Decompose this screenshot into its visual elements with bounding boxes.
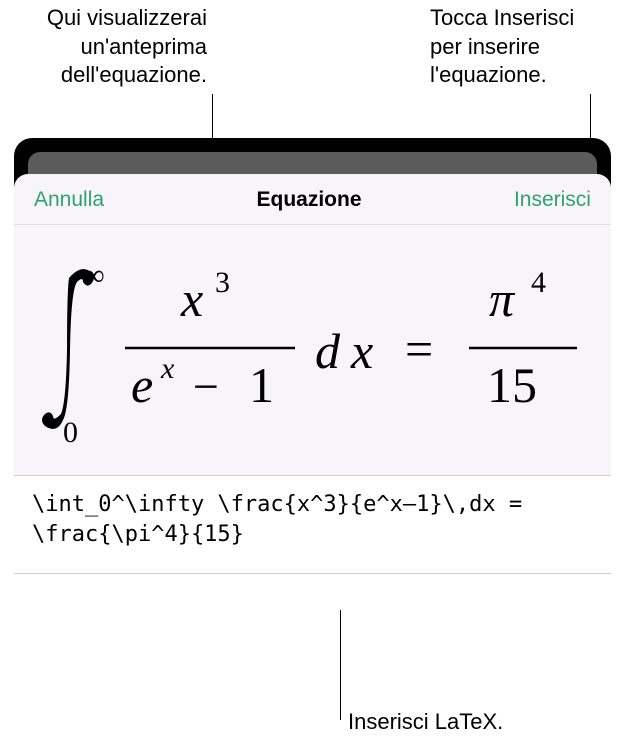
equation-sheet: Annulla Equazione Inserisci ∞ 0 x 3 e x — [14, 174, 611, 574]
svg-text:e: e — [131, 357, 153, 413]
latex-input[interactable]: \int_0^\infty \frac{x^3}{e^x–1}\,dx = \f… — [14, 475, 611, 574]
svg-text:π: π — [489, 271, 516, 327]
svg-text:x: x — [350, 323, 373, 379]
callout-text: un'anteprima — [47, 33, 207, 62]
callout-text: per inserire — [430, 33, 574, 62]
callout-text: Inserisci LaTeX. — [348, 708, 503, 737]
callout-text: l'equazione. — [430, 61, 574, 90]
svg-text:15: 15 — [487, 357, 537, 413]
svg-text:0: 0 — [63, 416, 78, 449]
svg-text:∞: ∞ — [83, 259, 104, 292]
callout-connector — [340, 610, 341, 720]
callout-latex: Inserisci LaTeX. — [348, 708, 503, 737]
callout-insert: Tocca Inserisci per inserire l'equazione… — [430, 4, 574, 90]
svg-text:x: x — [160, 352, 175, 385]
svg-text:d: d — [315, 323, 341, 379]
callout-text: Qui visualizzerai — [47, 4, 207, 33]
callout-text: dell'equazione. — [47, 61, 207, 90]
svg-text:−: − — [193, 361, 219, 412]
cancel-button[interactable]: Annulla — [34, 188, 104, 212]
svg-text:4: 4 — [531, 266, 546, 299]
background-sheet — [28, 152, 597, 174]
svg-text:x: x — [180, 271, 203, 327]
equation-preview: ∞ 0 x 3 e x − 1 d x = π — [14, 225, 611, 475]
phone-frame: Annulla Equazione Inserisci ∞ 0 x 3 e x — [14, 138, 611, 574]
svg-text:1: 1 — [249, 357, 274, 413]
sheet-title: Equazione — [257, 188, 362, 212]
callout-text: Tocca Inserisci — [430, 4, 574, 33]
rendered-equation: ∞ 0 x 3 e x − 1 d x = π — [33, 250, 593, 450]
callout-preview: Qui visualizzerai un'anteprima dell'equa… — [47, 4, 207, 90]
svg-text:=: = — [405, 321, 433, 377]
insert-button[interactable]: Inserisci — [514, 188, 591, 212]
sheet-header: Annulla Equazione Inserisci — [14, 174, 611, 225]
svg-text:3: 3 — [215, 266, 230, 299]
